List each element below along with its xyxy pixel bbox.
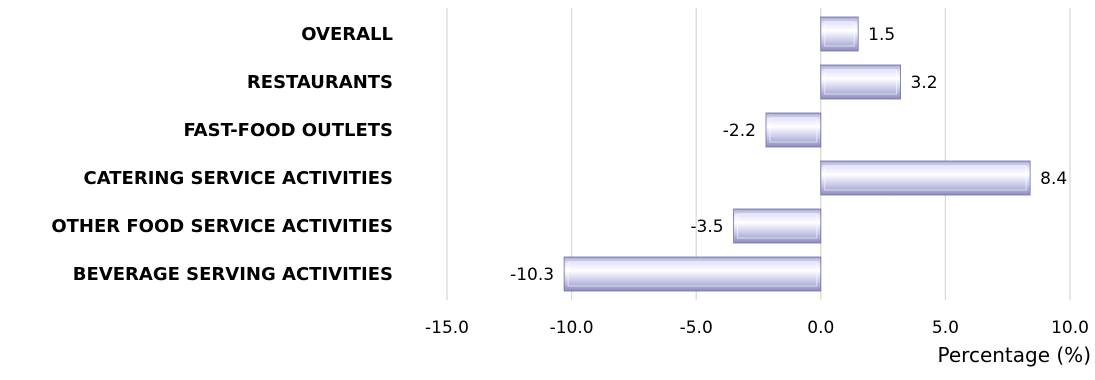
bar bbox=[820, 64, 901, 100]
bar bbox=[820, 160, 1031, 196]
category-label: FAST-FOOD OUTLETS bbox=[183, 120, 393, 141]
category-labels: OVERALL RESTAURANTS FAST-FOOD OUTLETS CATER… bbox=[51, 24, 393, 285]
category-label: OVERALL bbox=[301, 24, 393, 45]
x-axis-tick-labels: -15.0 -10.0 -5.0 0.0 5.0 10.0 bbox=[425, 318, 1089, 338]
bar bbox=[733, 208, 822, 244]
data-label: -2.2 bbox=[723, 121, 756, 141]
x-tick-label: 10.0 bbox=[1051, 318, 1089, 338]
data-label: -10.3 bbox=[510, 265, 554, 285]
data-label: 8.4 bbox=[1040, 169, 1067, 189]
category-label: OTHER FOOD SERVICE ACTIVITIES bbox=[51, 216, 393, 237]
category-label: BEVERAGE SERVING ACTIVITIES bbox=[73, 264, 393, 285]
x-axis-title: Percentage (%) bbox=[938, 343, 1091, 367]
data-label: 1.5 bbox=[868, 25, 895, 45]
gridlines bbox=[446, 8, 1071, 300]
bars bbox=[563, 16, 1031, 292]
data-label: 3.2 bbox=[911, 73, 938, 93]
x-tick-label: 0.0 bbox=[807, 318, 834, 338]
x-tick-label: -10.0 bbox=[550, 318, 594, 338]
bar bbox=[765, 112, 822, 148]
x-tick-label: 5.0 bbox=[932, 318, 959, 338]
category-label: CATERING SERVICE ACTIVITIES bbox=[84, 168, 393, 189]
data-label: -3.5 bbox=[690, 217, 723, 237]
bar bbox=[563, 256, 822, 292]
x-tick-label: -5.0 bbox=[680, 318, 713, 338]
bar bbox=[820, 16, 859, 52]
category-label: RESTAURANTS bbox=[247, 72, 393, 93]
data-labels: 1.5 3.2 -2.2 8.4 -3.5 -10.3 bbox=[510, 25, 1067, 285]
x-tick-label: -15.0 bbox=[425, 318, 469, 338]
